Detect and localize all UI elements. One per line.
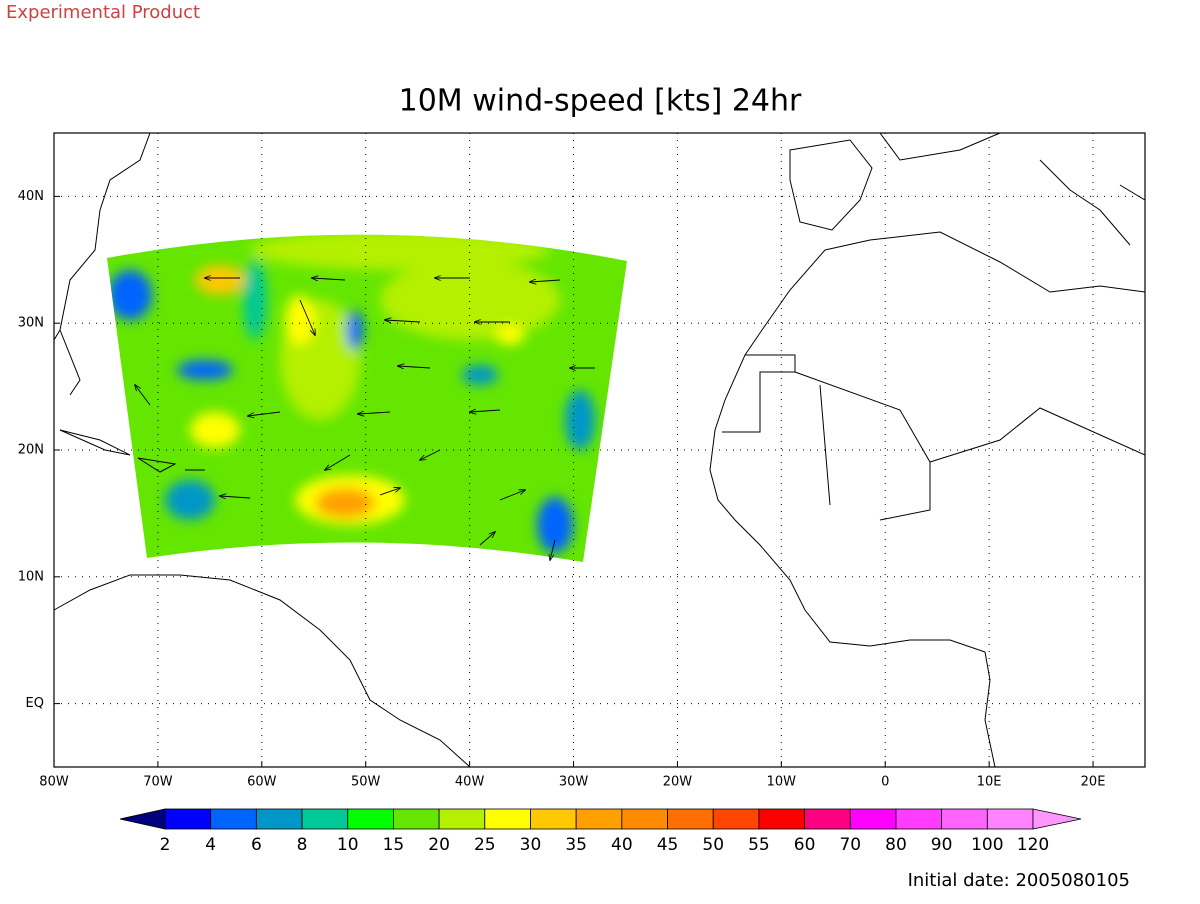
colorbar-box: [941, 808, 988, 830]
colorbar-label: 25: [474, 835, 496, 855]
x-tick-label: 80W: [39, 775, 69, 790]
island: [59, 429, 205, 473]
x-tick-label: 40W: [455, 775, 485, 790]
wind-arrow: [470, 410, 501, 412]
y-tick-label: 10N: [18, 569, 44, 584]
colorbar-box: [347, 808, 394, 830]
colorbar-label: 70: [839, 835, 861, 855]
x-tick-label: 30W: [559, 775, 589, 790]
x-tick-label: 10W: [767, 775, 797, 790]
wind-arrow: [220, 496, 251, 498]
colorbar-label: 35: [565, 835, 587, 855]
colorbar-label: 120: [1017, 835, 1049, 855]
axes: 80W 70W 60W 50W 40W 30W 20W 10W 0 10E 20E EQ 10N 20N 3…: [18, 133, 1145, 790]
colorbar-label: 80: [885, 835, 907, 855]
border: [722, 354, 1146, 521]
colorbar-label: 40: [611, 835, 633, 855]
y-tick-label: 30N: [18, 316, 44, 331]
initial-date: Initial date: 2005080105: [908, 870, 1130, 891]
coastline: [789, 139, 873, 231]
colorbar-label: 6: [251, 835, 262, 855]
wind-arrow: [530, 280, 561, 282]
colorbar-label: 2: [160, 835, 171, 855]
colorbar-label: 60: [794, 835, 816, 855]
colorbar-label: 4: [205, 835, 216, 855]
coastline: [53, 132, 151, 396]
colorbar-box: [895, 808, 943, 830]
wind-arrow: [248, 411, 281, 416]
x-tick-label: 20W: [663, 775, 693, 790]
colorbar-box: [530, 808, 577, 830]
x-tick-label: 0: [881, 775, 889, 790]
colorbar-over: [1032, 808, 1082, 830]
colorbar-box: [804, 808, 851, 830]
colorbar-box: [758, 808, 805, 830]
colorbar-label: 45: [657, 835, 679, 855]
wind-vectors: [135, 278, 595, 560]
wind-arrow: [420, 449, 441, 460]
wind-arrow: [379, 488, 400, 496]
wind-arrow: [299, 299, 315, 335]
header-label: Experimental Product: [6, 2, 200, 23]
colorbar-under: [119, 808, 166, 830]
colorbar-label: 10: [337, 835, 359, 855]
wind-arrow: [312, 278, 346, 280]
colorbar-label: 90: [931, 835, 953, 855]
wind-arrow: [358, 412, 391, 414]
x-tick-label: 60W: [247, 775, 277, 790]
colorbar-box: [301, 808, 349, 830]
coastline: [709, 231, 1146, 768]
y-tick-label: 40N: [18, 189, 44, 204]
coastline: [879, 132, 1146, 246]
colorbar-box: [667, 808, 714, 830]
x-tick-label: 70W: [143, 775, 173, 790]
wind-arrow: [398, 366, 431, 368]
chart-title: 10M wind-speed [kts] 24hr: [399, 84, 802, 119]
coastline: [53, 574, 471, 768]
colorbar-box: [621, 808, 668, 830]
wind-arrow: [385, 320, 421, 322]
colorbar-box: [849, 808, 897, 830]
colorbar-box: [986, 808, 1034, 830]
colorbar-label: 20: [428, 835, 450, 855]
wind-field: [107, 234, 627, 562]
wind-arrow: [135, 385, 151, 406]
x-tick-label: 10E: [977, 775, 1002, 790]
colorbar-label: 50: [702, 835, 724, 855]
wind-arrow: [479, 532, 495, 546]
wind-arrow: [550, 539, 556, 560]
colorbar-box: [575, 808, 623, 830]
colorbar-box: [393, 808, 440, 830]
y-tick-label: 20N: [18, 443, 44, 458]
colorbar-label: 30: [520, 835, 542, 855]
colorbar-box: [164, 808, 212, 830]
x-tick-label: 20E: [1081, 775, 1106, 790]
coastlines: [53, 132, 1146, 768]
colorbar: 2 4 6 8 10 15 20 25 30 35 40 45 50 55 60 70 80 90 100 120: [119, 808, 1082, 855]
colorbar-label: 55: [748, 835, 770, 855]
wind-arrow: [499, 490, 525, 501]
colorbar-label: 15: [383, 835, 405, 855]
x-tick-label: 50W: [351, 775, 381, 790]
colorbar-box: [712, 808, 760, 830]
colorbar-box: [255, 808, 303, 830]
y-tick-label: EQ: [26, 696, 44, 711]
wind-arrow: [325, 454, 351, 470]
colorbar-label: 100: [971, 835, 1003, 855]
colorbar-box: [484, 808, 531, 830]
colorbar-box: [438, 808, 486, 830]
colorbar-label: 8: [297, 835, 308, 855]
colorbar-box: [210, 808, 257, 830]
